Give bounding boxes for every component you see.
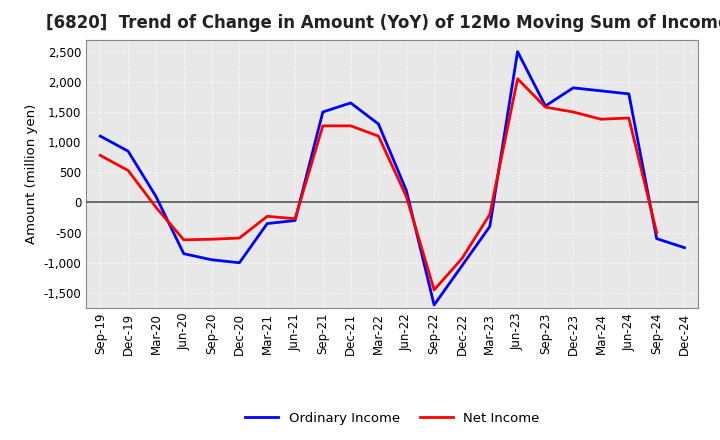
Net Income: [458, 256, 467, 261]
Ordinary Income: [485, 224, 494, 229]
Ordinary Income: [346, 100, 355, 106]
Ordinary Income: [152, 194, 161, 199]
Ordinary Income: [569, 85, 577, 91]
Net Income: [541, 105, 550, 110]
Title: [6820]  Trend of Change in Amount (YoY) of 12Mo Moving Sum of Incomes: [6820] Trend of Change in Amount (YoY) o…: [46, 15, 720, 33]
Ordinary Income: [652, 236, 661, 241]
Net Income: [235, 235, 243, 241]
Net Income: [179, 237, 188, 242]
Net Income: [597, 117, 606, 122]
Ordinary Income: [430, 302, 438, 308]
Legend: Ordinary Income, Net Income: Ordinary Income, Net Income: [240, 406, 545, 430]
Line: Net Income: Net Income: [100, 79, 657, 290]
Ordinary Income: [680, 245, 689, 250]
Net Income: [152, 205, 161, 210]
Ordinary Income: [291, 218, 300, 223]
Ordinary Income: [263, 221, 271, 226]
Ordinary Income: [374, 121, 383, 127]
Net Income: [96, 153, 104, 158]
Net Income: [124, 168, 132, 173]
Ordinary Income: [179, 251, 188, 257]
Y-axis label: Amount (million yen): Amount (million yen): [25, 104, 38, 244]
Net Income: [513, 76, 522, 81]
Ordinary Income: [541, 103, 550, 109]
Net Income: [569, 109, 577, 114]
Ordinary Income: [318, 109, 327, 114]
Ordinary Income: [124, 149, 132, 154]
Net Income: [374, 133, 383, 139]
Net Income: [624, 115, 633, 121]
Net Income: [346, 123, 355, 128]
Net Income: [652, 230, 661, 235]
Line: Ordinary Income: Ordinary Income: [100, 51, 685, 305]
Net Income: [318, 123, 327, 128]
Ordinary Income: [513, 49, 522, 54]
Net Income: [207, 237, 216, 242]
Net Income: [485, 212, 494, 217]
Ordinary Income: [235, 260, 243, 265]
Net Income: [291, 216, 300, 221]
Net Income: [430, 287, 438, 293]
Ordinary Income: [458, 263, 467, 268]
Ordinary Income: [207, 257, 216, 262]
Ordinary Income: [96, 133, 104, 139]
Ordinary Income: [624, 91, 633, 96]
Net Income: [263, 214, 271, 219]
Ordinary Income: [402, 188, 410, 193]
Ordinary Income: [597, 88, 606, 94]
Net Income: [402, 194, 410, 199]
